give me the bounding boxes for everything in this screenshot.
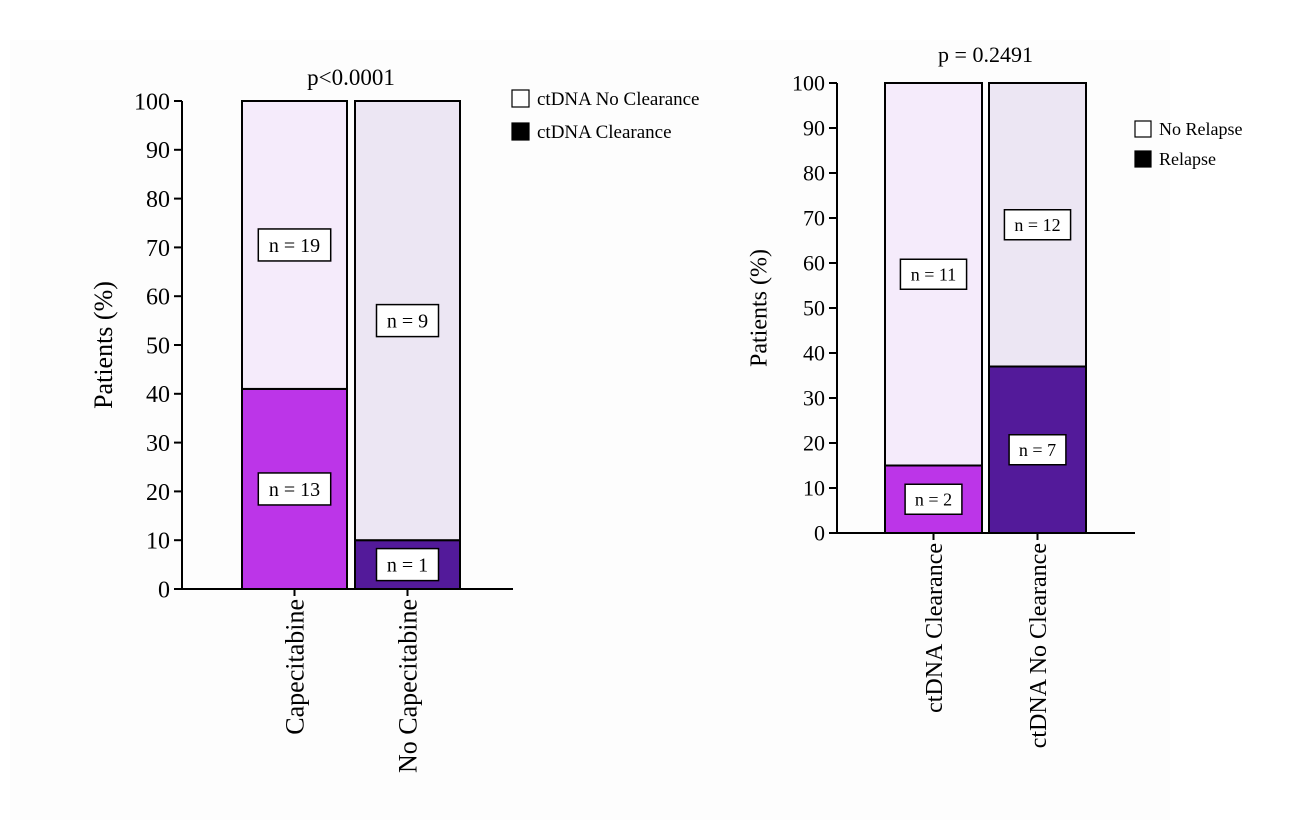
- right-bar-label-0-1: n = 11: [911, 265, 956, 285]
- left-y-tick-label-0: 0: [158, 577, 170, 603]
- left-y-tick-label-7: 70: [146, 236, 170, 262]
- right-y-tick-label-9: 90: [803, 116, 825, 141]
- left-category-label-1: No Capecitabine: [394, 599, 423, 773]
- left-legend-label-0: ctDNA No Clearance: [537, 89, 700, 110]
- left-bar-label-box-0-1: [257, 228, 332, 262]
- left-bar-label-box-0-0: [257, 472, 332, 506]
- left-y-axis-label: Patients (%): [89, 281, 118, 409]
- right-bar-label-0-0: n = 2: [915, 490, 952, 510]
- left-bar-label-1-1: n = 9: [387, 311, 428, 333]
- right-legend-label-0: No Relapse: [1159, 119, 1242, 139]
- right-bar-label-box-1-0: [1008, 434, 1067, 466]
- right-legend-swatch-0: [1134, 120, 1152, 138]
- right-legend-label-1: Relapse: [1159, 149, 1216, 169]
- left-legend-swatch-1: [511, 122, 530, 141]
- right-y-tick-label-0: 0: [814, 521, 825, 546]
- right-y-axis-label: Patients (%): [746, 249, 772, 367]
- right-y-tick-label-3: 30: [803, 386, 825, 411]
- right-category-label-1: ctDNA No Clearance: [1026, 543, 1052, 748]
- left-bar-label-1-0: n = 1: [387, 555, 428, 577]
- left-y-tick-label-5: 50: [146, 333, 170, 359]
- left-y-tick-label-10: 100: [134, 89, 170, 115]
- left-y-tick-label-9: 90: [146, 138, 170, 164]
- right-bar-label-box-0-1: [899, 258, 968, 290]
- right-y-tick-label-6: 60: [803, 251, 825, 276]
- left-bar-label-0-1: n = 19: [269, 235, 320, 257]
- left-legend-swatch-0: [511, 89, 530, 108]
- left-p-value-title: p<0.0001: [307, 65, 395, 90]
- right-bar-label-1-1: n = 12: [1014, 215, 1060, 235]
- left-y-tick-label-1: 10: [146, 529, 170, 555]
- left-y-tick-label-2: 20: [146, 480, 170, 506]
- right-y-tick-label-1: 10: [803, 476, 825, 501]
- left-bar-label-box-1-1: [375, 303, 440, 338]
- right-y-tick-label-2: 20: [803, 431, 825, 456]
- right-y-tick-label-10: 100: [792, 71, 825, 96]
- left-y-tick-label-8: 80: [146, 187, 170, 213]
- right-bar-label-1-0: n = 7: [1019, 440, 1056, 460]
- right-category-label-0: ctDNA Clearance: [922, 543, 948, 713]
- left-bar-label-0-0: n = 13: [269, 479, 320, 501]
- right-y-tick-label-5: 50: [803, 296, 825, 321]
- right-y-tick-label-8: 80: [803, 161, 825, 186]
- left-legend-label-1: ctDNA Clearance: [537, 122, 672, 143]
- left-y-tick-label-6: 60: [146, 285, 170, 311]
- left-bar-label-box-1-0: [375, 547, 440, 582]
- left-y-tick-label-4: 40: [146, 382, 170, 408]
- right-bar-label-box-0-0: [904, 483, 963, 515]
- right-y-tick-label-4: 40: [803, 341, 825, 366]
- left-y-tick-label-3: 30: [146, 431, 170, 457]
- right-p-value-title: p = 0.2491: [938, 42, 1033, 67]
- left-category-label-0: Capecitabine: [281, 599, 310, 735]
- right-y-tick-label-7: 70: [803, 206, 825, 231]
- right-bar-label-box-1-1: [1003, 209, 1072, 241]
- right-legend-swatch-1: [1134, 150, 1152, 168]
